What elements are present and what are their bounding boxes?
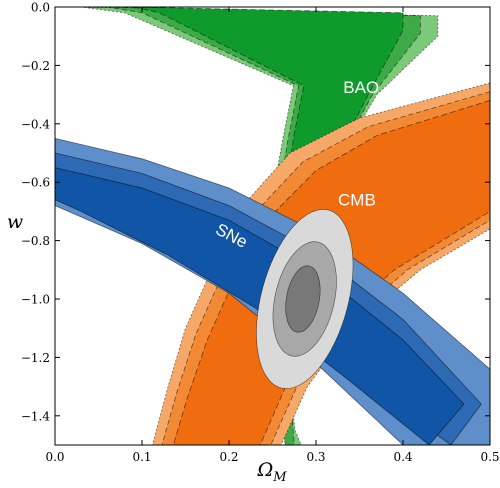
y-tick-label: −1.4 bbox=[21, 409, 51, 423]
x-axis-label: ΩM bbox=[256, 459, 287, 485]
x-tick-label: 0.3 bbox=[306, 450, 325, 464]
cmb-label: CMB bbox=[338, 191, 376, 210]
y-tick-label: −1.2 bbox=[21, 351, 50, 365]
axis-ticks: 0.0 0.1 0.2 0.3 0.4 0.5 0.0 −0.2 −0.4 −0.6 −0.8 −1.… bbox=[21, 1, 500, 465]
x-tick-label: 0.2 bbox=[219, 450, 238, 464]
combined-inner-contour bbox=[285, 265, 321, 333]
bao-inner-contour bbox=[132, 7, 404, 373]
plot-frame bbox=[54, 6, 491, 446]
y-tick-label: −0.4 bbox=[21, 117, 51, 131]
y-tick-label: −0.6 bbox=[21, 176, 50, 190]
x-tick-label: 0.0 bbox=[45, 450, 64, 464]
y-tick-label: −1.0 bbox=[21, 293, 50, 307]
y-tick-label: −0.8 bbox=[21, 234, 50, 248]
x-tick-label: 0.5 bbox=[480, 450, 499, 464]
y-axis-label: w bbox=[7, 211, 23, 233]
y-tick-label: 0.0 bbox=[31, 1, 50, 15]
y-tick-label: −0.2 bbox=[21, 59, 50, 73]
bao-label: BAO bbox=[343, 78, 379, 97]
confidence-bands bbox=[55, 7, 490, 445]
x-tick-label: 0.4 bbox=[393, 450, 412, 464]
x-tick-label: 0.1 bbox=[132, 450, 151, 464]
